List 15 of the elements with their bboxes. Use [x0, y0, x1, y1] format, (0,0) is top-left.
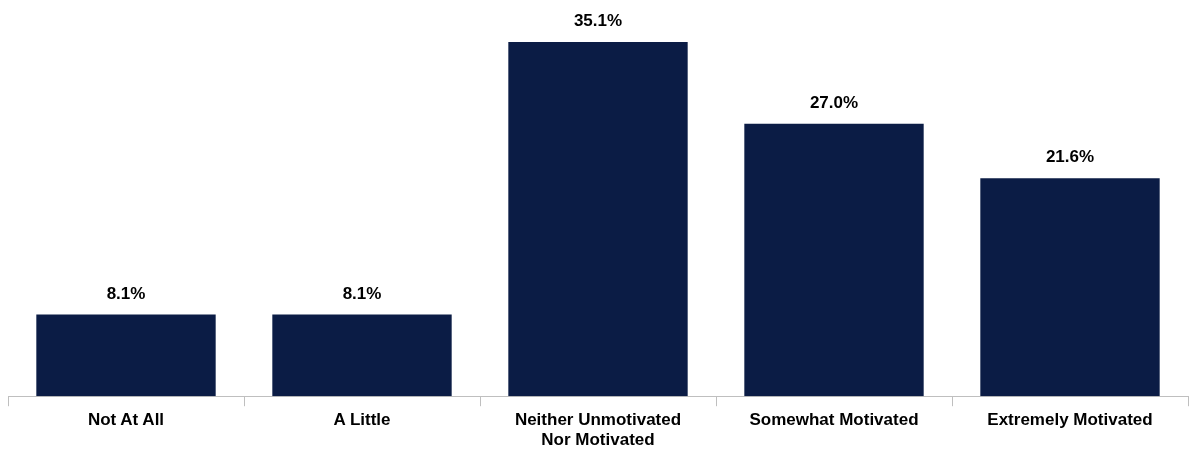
data-label: 8.1%: [106, 283, 146, 303]
data-label: 35.1%: [573, 11, 623, 31]
x-tick-label: Not At All: [87, 410, 165, 430]
bar: [508, 42, 688, 397]
bar: [36, 314, 216, 397]
bar: [272, 314, 452, 397]
data-label: 27.0%: [809, 92, 859, 112]
x-tick-label: Somewhat Motivated: [749, 410, 919, 430]
bar: [744, 123, 924, 397]
bar: [980, 178, 1160, 397]
data-label: 8.1%: [342, 283, 382, 303]
x-tick-label: Extremely Motivated: [987, 410, 1153, 430]
x-tick-label: Neither Unmotivated Nor Motivated: [514, 410, 682, 450]
x-tick-label: A Little: [333, 410, 391, 430]
data-label: 21.6%: [1045, 147, 1095, 167]
